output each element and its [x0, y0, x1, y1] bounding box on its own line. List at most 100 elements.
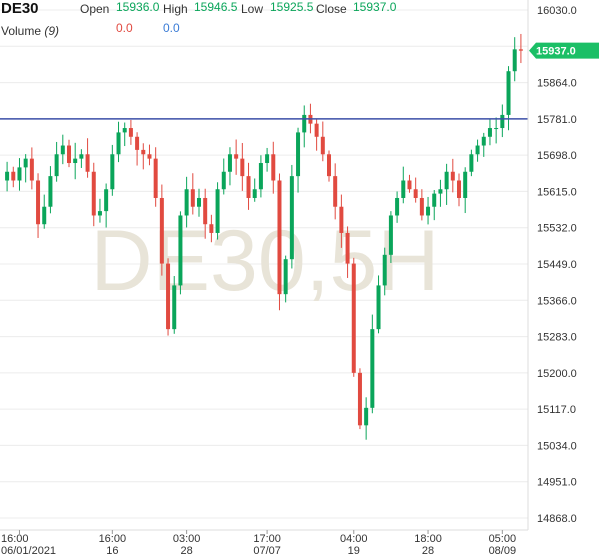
open-label: Open — [80, 2, 110, 16]
candle-body — [17, 167, 22, 181]
candle-body — [413, 189, 418, 198]
candle-body — [296, 132, 301, 177]
volume-value-2: 0.0 — [163, 21, 180, 35]
y-tick-label: 15449.0 — [537, 259, 577, 271]
candle-body — [73, 158, 78, 164]
price-tag-box — [529, 42, 599, 59]
y-tick-label: 15532.0 — [537, 223, 577, 235]
y-tick-label: 14951.0 — [537, 477, 577, 489]
candles — [5, 33, 523, 440]
close-label: Close — [316, 2, 347, 16]
candle-body — [376, 285, 381, 330]
x-tick-date: 28 — [422, 545, 434, 557]
candle-body — [382, 254, 387, 286]
candle-body — [401, 180, 406, 198]
candle-body — [345, 232, 350, 264]
candle-body — [463, 171, 468, 198]
candle-body — [438, 189, 443, 194]
x-tick-time: 17:00 — [253, 533, 281, 545]
candle-body — [252, 189, 257, 198]
candle-body — [184, 189, 189, 216]
candle-body — [190, 189, 195, 207]
candle-body — [370, 329, 375, 408]
candle-body — [271, 154, 276, 181]
candle-body — [79, 154, 84, 159]
candle-body — [494, 128, 499, 130]
candle-body — [215, 189, 220, 233]
symbol-title: DE30 — [1, 0, 39, 17]
candle-body — [122, 128, 127, 133]
candle-body — [85, 154, 90, 172]
low-label: Low — [241, 2, 264, 16]
y-tick-label: 15615.0 — [537, 186, 577, 198]
x-tick-time: 05:00 — [489, 533, 517, 545]
open-value: 15936.0 — [116, 0, 160, 14]
candle-body — [333, 176, 338, 207]
candle-body — [197, 197, 201, 207]
candle-body — [42, 206, 47, 225]
y-tick-label: 15200.0 — [537, 368, 577, 380]
y-tick-label: 14868.0 — [537, 513, 577, 525]
low-value: 15925.5 — [270, 0, 314, 14]
candle-body — [419, 197, 424, 216]
candle-body — [283, 259, 288, 295]
candle-body — [234, 154, 239, 159]
candle-body — [469, 154, 474, 172]
candle-body — [395, 197, 400, 216]
candle-body — [327, 154, 331, 177]
candle-body — [5, 171, 10, 181]
candle-body — [339, 206, 344, 233]
y-tick-label: 15366.0 — [537, 295, 577, 307]
candle-body — [110, 154, 115, 190]
watermark: DE30,5H — [91, 213, 440, 309]
candle-body — [23, 158, 28, 168]
candle-body — [475, 145, 480, 155]
candle-body — [60, 145, 65, 155]
candle-body — [506, 71, 511, 115]
x-tick-date: 16 — [106, 545, 118, 557]
candle-body — [246, 176, 251, 198]
y-axis: 16030.015947.015864.015781.015698.015615… — [527, 0, 577, 530]
high-label: High — [163, 2, 188, 16]
candle-body — [11, 171, 16, 181]
candle-body — [302, 114, 307, 133]
x-tick-date: 07/07 — [253, 545, 281, 557]
candle-body — [36, 180, 41, 225]
grid-lines — [0, 9, 528, 519]
candle-body — [54, 154, 59, 177]
candle-body — [351, 263, 356, 373]
candle-body — [364, 407, 369, 426]
candle-body — [97, 211, 102, 216]
x-tick-date: 19 — [348, 545, 360, 557]
candle-body — [147, 154, 152, 159]
candle-body — [221, 171, 226, 190]
candle-body — [407, 180, 412, 190]
candle-body — [227, 154, 232, 172]
candle-body — [277, 180, 282, 295]
candle-body — [166, 263, 171, 330]
y-tick-label: 15034.0 — [537, 440, 577, 452]
x-tick-time: 16:00 — [99, 533, 127, 545]
candle-body — [426, 206, 431, 216]
candle-body — [209, 224, 214, 233]
candle-body — [159, 197, 164, 264]
candle-body — [450, 171, 455, 181]
candle-body — [481, 136, 486, 146]
candle-body — [104, 189, 109, 212]
candle-body — [67, 145, 71, 164]
x-tick-time: 16:00 — [1, 533, 29, 545]
candle-body — [457, 180, 461, 198]
x-tick-time: 18:00 — [414, 533, 442, 545]
candle-body — [178, 215, 183, 286]
x-tick-date: 28 — [180, 545, 192, 557]
candle-body — [289, 176, 294, 260]
candle-body — [258, 163, 263, 190]
candle-body — [172, 285, 177, 330]
candle-body — [203, 197, 208, 225]
y-tick-label: 16030.0 — [537, 5, 577, 17]
candle-body — [240, 158, 245, 177]
candle-body — [128, 128, 133, 137]
current-price-tag: 15937.0 — [529, 42, 599, 59]
